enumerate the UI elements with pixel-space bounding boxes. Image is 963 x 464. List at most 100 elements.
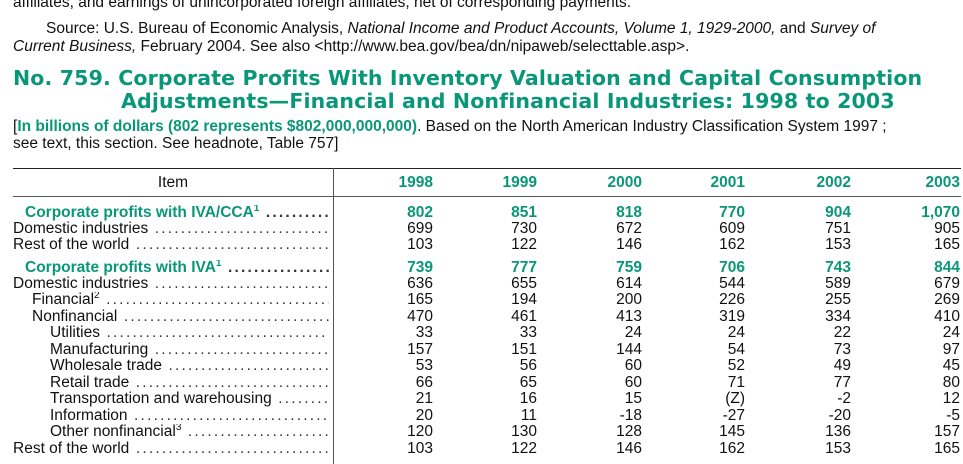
value-cell-2001: 544	[719, 275, 745, 292]
value-cell-1998: 33	[415, 324, 433, 341]
row-label-text: Transportation and warehousing	[50, 391, 272, 407]
year-header-2000: 2000	[607, 174, 642, 191]
leader-dots: ........................................…	[154, 276, 329, 292]
value-cell-2000: 759	[616, 259, 642, 276]
source-publication-2a: Survey of	[809, 20, 876, 37]
row-label-text: Domestic industries	[13, 276, 149, 292]
item-column-header: Item	[157, 174, 189, 191]
value-cell-1999: 33	[519, 324, 537, 341]
value-cell-2003: 12	[942, 390, 960, 407]
value-cell-1998: 103	[407, 236, 433, 253]
year-header-2001: 2001	[710, 174, 745, 191]
value-cell-2003: 165	[934, 440, 960, 457]
intro-continuation: affiliates, and earnings of unincorporat…	[13, 0, 632, 11]
row-label-text: Rest of the world	[13, 237, 130, 253]
value-cell-2003: 905	[934, 220, 960, 237]
row-label-text: Corporate profits with IVA	[25, 260, 216, 276]
table-row: Transportation and warehousing .........…	[0, 391, 963, 408]
value-cell-1998: 165	[407, 291, 433, 308]
value-cell-1999: 151	[511, 341, 537, 358]
value-cell-1998: 21	[415, 390, 433, 407]
value-cell-2001: 24	[727, 324, 745, 341]
value-cell-1999: 16	[519, 390, 537, 407]
value-cell-2003: 45	[942, 357, 960, 374]
source-and: and	[775, 20, 810, 37]
value-cell-2003: 165	[934, 236, 960, 253]
headnote-cont: see text, this section. See headnote, Ta…	[13, 135, 339, 152]
row-label-text: Financial	[32, 292, 95, 308]
year-header-1998: 1998	[398, 174, 433, 191]
row-label-text: Domestic industries	[13, 221, 149, 237]
table-header-rule	[13, 196, 961, 197]
value-cell-1998: 699	[407, 220, 433, 237]
value-cell-2002: 136	[825, 423, 851, 440]
value-cell-2002: 904	[825, 204, 851, 221]
table-row: Other nonfinancial3 ....................…	[0, 424, 963, 441]
value-cell-1998: 20	[415, 407, 433, 424]
source-prefix: Source: U.S. Bureau of Economic Analysis…	[46, 20, 348, 37]
value-cell-1998: 66	[415, 374, 433, 391]
value-cell-2000: 144	[616, 341, 642, 358]
leader-dots: ........................................…	[123, 309, 329, 325]
value-cell-2002: 743	[825, 259, 851, 276]
value-cell-2000: 200	[616, 291, 642, 308]
value-cell-2003: 97	[942, 341, 960, 358]
value-cell-1999: 11	[520, 407, 537, 424]
row-label: Rest of the world ......................…	[13, 237, 329, 254]
row-label-text: Rest of the world	[13, 441, 130, 457]
table-top-rule	[13, 168, 961, 169]
row-label: Rest of the world ......................…	[13, 441, 329, 458]
value-cell-2000: 818	[616, 204, 642, 221]
value-cell-1999: 777	[511, 259, 537, 276]
row-label-text: Nonfinancial	[32, 309, 118, 325]
year-header-2002: 2002	[816, 174, 851, 191]
headnote: [In billions of dollars (802 represents …	[13, 118, 887, 136]
leader-dots: ........................................…	[154, 221, 329, 237]
leader-dots: ........................................…	[106, 292, 329, 308]
value-cell-2003: 80	[942, 374, 960, 391]
value-cell-1998: 470	[407, 308, 433, 325]
headnote-text: . Based on the North American Industry C…	[417, 118, 887, 135]
value-cell-2000: 146	[616, 440, 642, 457]
value-cell-1999: 130	[511, 423, 537, 440]
value-cell-1999: 851	[511, 204, 537, 221]
row-label: Nonfinancial ...........................…	[32, 309, 329, 326]
value-cell-2000: 15	[624, 390, 642, 407]
value-cell-2000: -18	[619, 407, 642, 424]
value-cell-1999: 122	[511, 440, 537, 457]
table-row: Rest of the world ......................…	[0, 441, 963, 458]
value-cell-2001: 54	[727, 341, 745, 358]
value-cell-2003: -5	[946, 407, 960, 424]
value-cell-2001: 226	[719, 291, 745, 308]
footnote-marker: 3	[175, 424, 182, 433]
leader-dots: ........................................…	[187, 424, 329, 440]
value-cell-2003: 1,070	[921, 204, 960, 221]
table-title-line-2: Adjustments—Financial and Nonfinancial I…	[121, 89, 895, 113]
value-cell-2003: 269	[934, 291, 960, 308]
row-label-text: Utilities	[50, 325, 100, 341]
source-publication-2b: Current Business,	[13, 38, 137, 55]
row-label-text: Manufacturing	[50, 342, 149, 358]
value-cell-2003: 24	[942, 324, 960, 341]
leader-dots: ........................................…	[134, 408, 329, 424]
value-cell-1999: 655	[511, 275, 537, 292]
value-cell-2001: 706	[719, 259, 745, 276]
value-cell-2000: 614	[616, 275, 642, 292]
table-row: Rest of the world ......................…	[0, 237, 963, 254]
row-label-text: Other nonfinancial	[50, 424, 176, 440]
row-label: Other nonfinancial3 ....................…	[50, 424, 329, 441]
leader-dots: ........................................…	[135, 441, 329, 457]
value-cell-1999: 194	[511, 291, 537, 308]
leader-dots: ........................................…	[154, 342, 329, 358]
value-cell-1999: 65	[519, 374, 537, 391]
table-row: Wholesale trade ........................…	[0, 358, 963, 375]
value-cell-2002: 751	[825, 220, 851, 237]
leader-dots: ........................................…	[135, 237, 329, 253]
row-label-text: Information	[50, 408, 128, 424]
value-cell-2000: 128	[616, 423, 642, 440]
value-cell-2002: 255	[825, 291, 851, 308]
source-note-cont: Current Business, February 2004. See als…	[13, 38, 689, 56]
value-cell-2001: 319	[719, 308, 745, 325]
leader-dots: ........................................…	[168, 358, 329, 374]
footnote-marker: 1	[253, 205, 260, 214]
